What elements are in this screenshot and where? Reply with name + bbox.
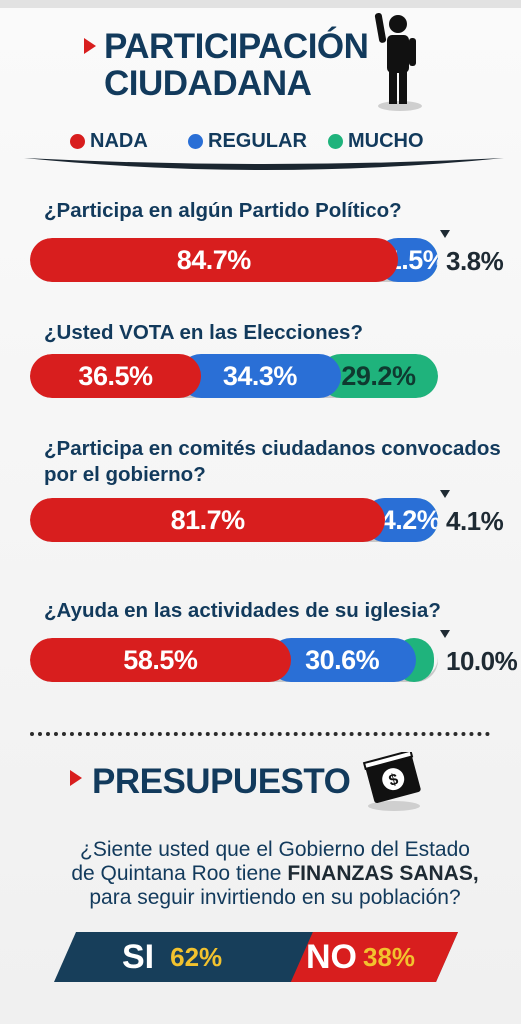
data-label-mucho-outside: 10.0%: [446, 646, 518, 676]
raised-hand-person-icon: [374, 13, 422, 111]
title-line-1: PARTICIPACIÓN: [104, 27, 369, 66]
bar-segment-regular: 30.6%: [268, 638, 416, 682]
si-label: SI: [122, 937, 155, 976]
data-label-mucho-outside: 3.8%: [446, 246, 504, 276]
question-line-1: ¿Siente usted que el Gobierno del Estado: [80, 838, 470, 861]
presupuesto-title: PRESUPUESTO: [92, 762, 351, 801]
question-label: ¿Participa en comités ciudadanos convoca…: [44, 436, 501, 488]
si-value: 62%: [170, 941, 223, 972]
stacked-bar: 36.5% 34.3% 29.2%: [30, 354, 438, 398]
top-strip: [0, 0, 521, 8]
question-label-line-1: ¿Participa en algún Partido Político?: [44, 199, 402, 222]
bar-segment-regular: 34.3%: [178, 354, 341, 398]
presupuesto-question: ¿Siente usted que el Gobierno del Estado…: [40, 838, 510, 910]
stacked-bar: 81.7% 14.2%: [30, 498, 438, 542]
presupuesto-arrow-icon: [70, 770, 82, 786]
question-label: ¿Ayuda en las actividades de su iglesia?: [44, 598, 441, 624]
si-no-bar: [54, 932, 458, 982]
legend-dot-nada: [70, 134, 85, 149]
data-label-mucho: 29.2%: [341, 360, 416, 391]
legend-label-mucho: MUCHO: [348, 130, 424, 152]
legend-underline-swoosh: [24, 158, 504, 170]
no-group: NO 38%: [306, 932, 415, 982]
title-arrow-icon: [84, 38, 96, 54]
question-label-line-1: ¿Ayuda en las actividades de su iglesia?: [44, 599, 441, 622]
page-title: PARTICIPACIÓN CIUDADANA: [104, 28, 404, 102]
data-label-nada: 84.7%: [176, 244, 252, 275]
data-label-nada: 81.7%: [170, 504, 246, 535]
question-label-line-2: por el gobierno?: [44, 463, 206, 486]
data-label-nada: 58.5%: [123, 644, 198, 675]
question-label: ¿Usted VOTA en las Elecciones?: [44, 320, 363, 346]
data-label-regular: 30.6%: [305, 644, 380, 675]
question-label: ¿Participa en algún Partido Político?: [44, 198, 402, 224]
no-label: NO: [306, 937, 357, 976]
stacked-bar: 84.7%11.5%: [30, 238, 438, 282]
no-value: 38%: [363, 941, 416, 972]
chart-legend: NADA REGULAR MUCHO: [70, 130, 490, 154]
legend-dot-mucho: [328, 134, 343, 149]
data-label-mucho-outside: 4.1%: [446, 506, 504, 536]
question-label-line-1: ¿Participa en comités ciudadanos convoca…: [44, 437, 501, 460]
title-line-2: CIUDADANA: [104, 64, 312, 103]
pointer-triangle-icon: [440, 490, 450, 498]
pointer-triangle-icon: [440, 230, 450, 238]
bar-segment-nada: 81.7%: [30, 498, 386, 542]
svg-text:$: $: [387, 771, 400, 790]
bar-segment-nada: 84.7%: [30, 238, 398, 282]
bar-segment-nada: 58.5%: [30, 638, 291, 682]
pointer-triangle-icon: [440, 630, 450, 638]
si-group: SI 62%: [122, 932, 222, 982]
data-label-regular: 34.3%: [222, 360, 298, 391]
question-line-3: para seguir invirtiendo en su población?: [89, 886, 461, 909]
section-divider: [30, 732, 490, 742]
bar-segment-nada: 36.5%: [30, 354, 201, 398]
legend-item-regular: REGULAR: [188, 130, 307, 153]
data-label-nada: 36.5%: [78, 360, 153, 391]
legend-item-mucho: MUCHO: [328, 130, 424, 153]
question-line-2-a: de Quintana Roo tiene: [71, 862, 282, 885]
question-line-2: de Quintana Roo tiene FINANZAS SANAS,: [40, 862, 510, 886]
legend-dot-regular: [188, 134, 203, 149]
stacked-bar: 58.5% 30.6%: [30, 638, 438, 682]
legend-label-regular: REGULAR: [208, 130, 307, 152]
question-emphasis: FINANZAS SANAS,: [287, 862, 479, 885]
question-label-line-1: ¿Usted VOTA en las Elecciones?: [44, 321, 363, 344]
legend-item-nada: NADA: [70, 130, 148, 153]
legend-label-nada: NADA: [90, 130, 148, 152]
money-stack-icon: $: [362, 752, 421, 811]
